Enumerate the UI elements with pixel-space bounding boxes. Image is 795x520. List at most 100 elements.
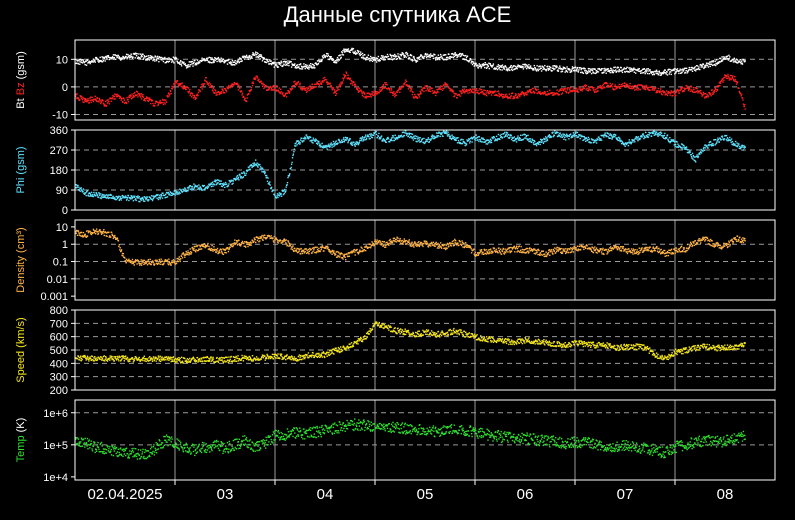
point-Density	[84, 233, 86, 235]
point-Bt	[79, 63, 81, 65]
point-Bt	[179, 61, 181, 63]
point-Phi	[187, 186, 190, 189]
point-Bt	[261, 60, 264, 62]
point-Phi	[565, 135, 567, 137]
point-Bz	[660, 93, 663, 95]
point-Bz	[98, 101, 100, 103]
point-Bz	[177, 83, 179, 85]
point-Bz	[398, 87, 400, 89]
point-Bz	[730, 74, 732, 77]
point-Bt	[710, 63, 712, 65]
point-Bz	[465, 90, 467, 92]
point-Phi	[295, 145, 297, 147]
point-Bz	[331, 88, 333, 90]
point-Density	[218, 251, 220, 253]
point-Bt	[300, 65, 303, 68]
point-Phi	[599, 139, 601, 141]
point-Phi	[666, 135, 668, 137]
point-Density	[294, 247, 296, 250]
point-Density	[144, 262, 146, 264]
point-Bt	[612, 71, 615, 74]
point-Bt	[505, 65, 507, 68]
point-Bz	[226, 87, 229, 89]
point-Bt	[572, 67, 574, 69]
point-Bz	[130, 98, 133, 100]
point-Density	[83, 235, 85, 238]
point-Phi	[471, 138, 474, 140]
point-Phi	[127, 195, 130, 197]
point-Bz	[88, 102, 90, 104]
point-Phi	[265, 174, 267, 177]
point-Phi	[265, 177, 267, 179]
point-Phi	[401, 131, 404, 134]
point-Bt	[275, 64, 278, 66]
point-Phi	[506, 135, 508, 137]
point-Bz	[260, 80, 262, 83]
point-Phi	[92, 195, 95, 198]
point-Bt	[267, 60, 270, 63]
point-Bz	[567, 86, 569, 89]
point-Phi	[219, 180, 221, 182]
point-Bt	[728, 58, 730, 60]
point-Bt	[100, 60, 103, 63]
point-Phi	[174, 190, 176, 192]
point-Phi	[194, 186, 196, 188]
point-Bt	[637, 68, 640, 71]
point-Density	[142, 259, 144, 262]
point-Phi	[295, 142, 297, 144]
point-Density	[119, 247, 121, 249]
point-Bz	[725, 77, 728, 80]
point-Phi	[165, 193, 167, 195]
point-Bt	[223, 62, 225, 64]
point-Bt	[197, 61, 200, 63]
point-Bz	[498, 95, 500, 98]
point-Bt	[389, 58, 391, 60]
point-Phi	[119, 198, 121, 200]
point-Density	[176, 258, 178, 260]
point-Bz	[634, 89, 636, 91]
point-Bt	[698, 66, 700, 68]
point-Bt	[135, 53, 137, 55]
point-Bz	[79, 95, 81, 97]
point-Bz	[355, 85, 357, 87]
point-Bz	[410, 89, 412, 91]
point-Bt	[366, 56, 369, 59]
point-Bt	[681, 68, 684, 70]
point-Bz	[335, 92, 338, 95]
point-Bz	[253, 77, 255, 80]
point-Bt	[732, 61, 735, 63]
point-Density	[181, 253, 183, 255]
point-Phi	[140, 199, 142, 201]
point-Bt	[75, 62, 78, 64]
point-Phi	[743, 144, 745, 147]
point-Bz	[543, 92, 545, 94]
point-Bt	[450, 56, 452, 58]
point-Bz	[485, 93, 487, 96]
point-Phi	[552, 135, 555, 138]
point-Bt	[170, 61, 173, 63]
point-Phi	[487, 142, 490, 144]
point-Phi	[577, 136, 580, 138]
point-Density	[300, 253, 302, 255]
point-Bz	[714, 87, 716, 89]
point-Bz	[708, 92, 710, 94]
point-Bz	[200, 86, 202, 88]
point-Phi	[627, 142, 629, 144]
point-Bz	[220, 91, 222, 93]
point-Bz	[243, 99, 245, 101]
point-Bz	[675, 91, 677, 93]
point-Bt	[260, 54, 262, 56]
point-Phi	[588, 141, 590, 143]
point-Phi	[323, 145, 325, 147]
point-Bt	[226, 59, 228, 61]
point-Bt	[342, 54, 345, 56]
point-Phi	[330, 143, 332, 145]
point-Density	[93, 232, 95, 234]
point-Phi	[261, 171, 263, 173]
point-Bz	[213, 92, 215, 94]
point-Density	[196, 245, 198, 248]
point-Bz	[529, 90, 531, 92]
point-Phi	[292, 154, 294, 157]
point-Bz	[157, 104, 159, 107]
point-Bz	[375, 91, 377, 93]
